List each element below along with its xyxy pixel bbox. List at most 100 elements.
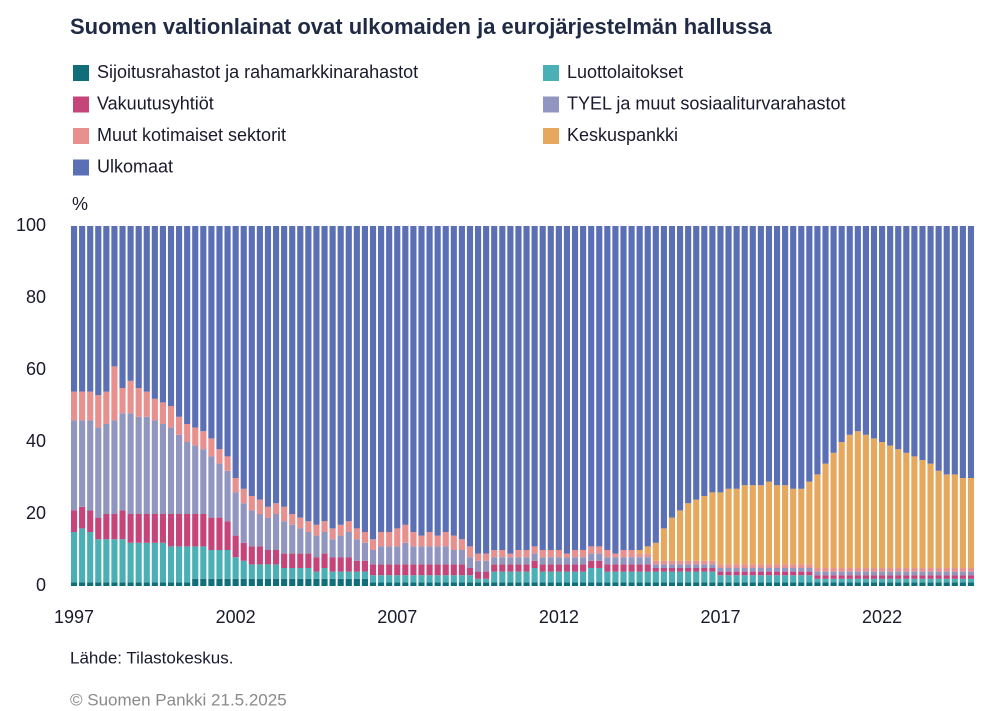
bar-segment <box>119 539 126 583</box>
bar-segment <box>378 564 385 576</box>
bar-segment <box>458 550 465 565</box>
bar-segment <box>394 226 401 529</box>
bar-segment <box>967 568 975 572</box>
bar-segment <box>264 226 272 507</box>
bar-segment <box>70 510 78 532</box>
y-tick-label: 100 <box>16 215 46 235</box>
bar-segment <box>378 546 385 565</box>
bar-segment <box>272 226 280 504</box>
bar-segment <box>612 557 619 565</box>
bar-segment <box>709 564 716 568</box>
bar-segment <box>410 582 417 586</box>
bar-segment <box>507 557 514 565</box>
bar-segment <box>264 517 272 550</box>
bar-segment <box>951 571 958 576</box>
bar-segment <box>386 564 393 576</box>
bar-segment <box>951 578 958 583</box>
bar-segment <box>668 582 676 586</box>
bar-segment <box>418 564 425 576</box>
bar-segment <box>442 575 449 583</box>
bar-segment <box>895 226 902 450</box>
bar-segment <box>943 582 950 586</box>
bar-segment <box>305 532 312 554</box>
bar-segment <box>814 568 821 572</box>
bar-segment <box>289 524 296 554</box>
bar-segment <box>652 564 659 568</box>
bar-segment <box>79 582 86 586</box>
bar-segment <box>491 582 498 586</box>
bar-segment <box>725 226 732 489</box>
bar-segment <box>571 226 579 550</box>
bar-segment <box>660 571 667 583</box>
bar-segment <box>676 582 684 586</box>
y-tick-label: 20 <box>26 503 46 523</box>
bar-segment <box>911 571 918 576</box>
bar-segment <box>402 542 409 565</box>
bar-segment <box>919 568 926 572</box>
bar-segment <box>717 226 724 493</box>
bar-segment <box>523 582 530 586</box>
bar-segment <box>935 578 942 583</box>
bar-segment <box>596 553 603 561</box>
bar-segment <box>103 514 110 540</box>
bar-segment <box>539 571 546 583</box>
bar-segment <box>499 557 506 565</box>
bar-segment <box>773 568 781 572</box>
bar-segment <box>135 582 142 586</box>
bar-segment <box>709 492 716 561</box>
bar-segment <box>143 391 150 417</box>
bar-segment <box>911 456 918 568</box>
bar-segment <box>749 582 756 586</box>
bar-segment <box>951 582 958 586</box>
bar-segment <box>959 226 966 478</box>
bar-segment <box>636 226 643 550</box>
bar-segment <box>369 575 377 583</box>
bar-segment <box>967 575 975 579</box>
bar-segment <box>111 420 118 514</box>
bar-segment <box>887 578 894 583</box>
bar-segment <box>701 496 708 561</box>
bar-segment <box>95 226 102 396</box>
bar-segment <box>749 485 756 565</box>
bar-segment <box>806 564 813 568</box>
bar-segment <box>620 226 627 550</box>
legend-label: Vakuutusyhtiöt <box>97 93 214 113</box>
bar-segment <box>903 578 910 583</box>
bar-segment <box>822 582 829 586</box>
bar-segment <box>176 514 183 547</box>
bar-segment <box>434 575 441 583</box>
bar-segment <box>248 496 255 511</box>
bar-segment <box>345 532 352 558</box>
bar-segment <box>604 226 611 550</box>
bar-segment <box>854 568 861 572</box>
bar-segment <box>176 546 183 583</box>
bar-segment <box>353 226 360 529</box>
bar-segment <box>216 517 223 550</box>
bar-segment <box>337 226 344 525</box>
bar-segment <box>636 571 643 583</box>
bar-segment <box>135 388 142 417</box>
bar-segment <box>499 582 506 586</box>
bar-segment <box>765 226 773 482</box>
bar-segment <box>539 550 546 558</box>
legend-swatch <box>73 159 89 176</box>
bar-segment <box>119 413 126 511</box>
bar-segment <box>281 553 288 568</box>
bar-segment <box>725 564 732 568</box>
bar-segment <box>378 582 385 586</box>
bar-segment <box>232 557 239 579</box>
bar-segment <box>838 571 845 576</box>
bar-segment <box>620 571 627 583</box>
bar-segment <box>959 478 966 568</box>
bar-segment <box>313 524 320 536</box>
bar-segment <box>652 542 659 561</box>
bar-segment <box>555 550 562 558</box>
bar-segment <box>612 226 619 554</box>
bar-segment <box>798 564 805 568</box>
legend-swatch <box>543 65 559 81</box>
bar-segment <box>515 550 522 558</box>
bar-segment <box>281 578 288 586</box>
bar-segment <box>361 571 369 579</box>
bar-segment <box>216 226 223 450</box>
bar-segment <box>822 575 829 579</box>
